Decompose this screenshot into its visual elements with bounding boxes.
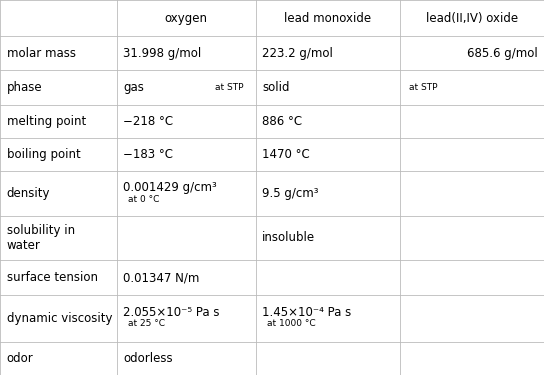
Text: solubility in
water: solubility in water: [7, 224, 75, 252]
Text: at STP: at STP: [215, 83, 243, 92]
Text: lead monoxide: lead monoxide: [284, 12, 372, 25]
Text: lead(II,IV) oxide: lead(II,IV) oxide: [426, 12, 518, 25]
Text: oxygen: oxygen: [165, 12, 208, 25]
Text: 9.5 g/cm³: 9.5 g/cm³: [262, 187, 319, 200]
Text: 1470 °C: 1470 °C: [262, 148, 310, 161]
Text: at 1000 °C: at 1000 °C: [267, 320, 315, 328]
Text: insoluble: insoluble: [262, 231, 316, 244]
Text: melting point: melting point: [7, 115, 86, 128]
Text: 31.998 g/mol: 31.998 g/mol: [123, 46, 202, 60]
Text: dynamic viscosity: dynamic viscosity: [7, 312, 112, 325]
Text: 0.001429 g/cm³: 0.001429 g/cm³: [123, 182, 217, 194]
Text: 685.6 g/mol: 685.6 g/mol: [467, 46, 537, 60]
Text: 0.01347 N/m: 0.01347 N/m: [123, 271, 200, 284]
Text: at 0 °C: at 0 °C: [128, 195, 159, 204]
Text: 886 °C: 886 °C: [262, 115, 302, 128]
Text: gas: gas: [123, 81, 144, 94]
Text: 2.055×10⁻⁵ Pa s: 2.055×10⁻⁵ Pa s: [123, 306, 220, 319]
Text: 1.45×10⁻⁴ Pa s: 1.45×10⁻⁴ Pa s: [262, 306, 351, 319]
Text: phase: phase: [7, 81, 42, 94]
Text: at 25 °C: at 25 °C: [128, 320, 165, 328]
Text: 223.2 g/mol: 223.2 g/mol: [262, 46, 333, 60]
Text: solid: solid: [262, 81, 290, 94]
Text: boiling point: boiling point: [7, 148, 81, 161]
Text: molar mass: molar mass: [7, 46, 76, 60]
Text: −183 °C: −183 °C: [123, 148, 174, 161]
Text: odor: odor: [7, 352, 33, 365]
Text: surface tension: surface tension: [7, 271, 97, 284]
Text: density: density: [7, 187, 50, 200]
Text: −218 °C: −218 °C: [123, 115, 174, 128]
Text: odorless: odorless: [123, 352, 173, 365]
Text: at STP: at STP: [409, 83, 437, 92]
